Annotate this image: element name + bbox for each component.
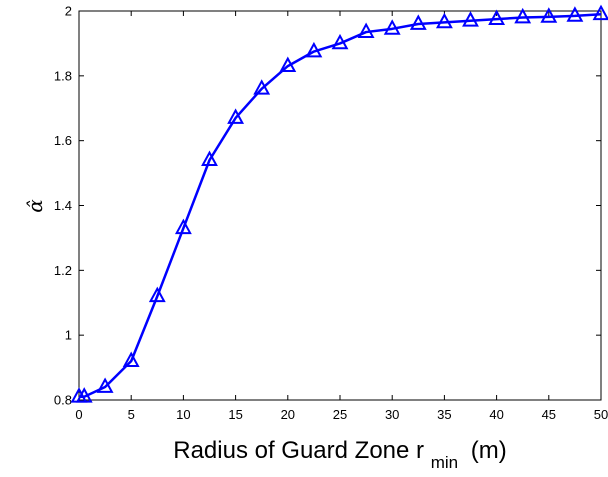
data-point-marker <box>566 6 584 22</box>
y-tick-label: 0.8 <box>54 393 72 408</box>
x-tick-label: 40 <box>489 407 503 422</box>
x-axis-label-subscript: min <box>431 453 458 472</box>
data-point-marker <box>148 286 166 303</box>
data-point-marker <box>96 377 114 393</box>
x-tick-label: 35 <box>437 407 451 422</box>
data-point-marker <box>122 351 140 367</box>
data-point-marker <box>435 12 453 29</box>
y-tick-label: 1 <box>65 328 72 343</box>
y-axis-label: α̂ <box>23 199 47 213</box>
data-point-marker <box>409 14 427 30</box>
x-axis-ticks: 0 5 10 15 20 25 30 35 40 45 50 <box>75 11 608 422</box>
y-tick-label: 1.2 <box>54 263 72 278</box>
x-axis-label-main: Radius of Guard Zone r <box>173 437 424 464</box>
data-point-marker <box>75 387 93 403</box>
data-point-marker <box>227 108 245 124</box>
y-tick-label: 2 <box>65 4 72 19</box>
data-point-marker <box>201 150 218 166</box>
data-point-marker <box>357 22 375 38</box>
y-axis-ticks: 0.8 1 1.2 1.4 1.6 1.8 2 <box>54 4 601 408</box>
series-line <box>79 12 602 399</box>
data-point-marker <box>383 19 401 35</box>
x-tick-label: 25 <box>333 407 347 422</box>
data-point-marker <box>331 33 349 50</box>
y-tick-label: 1.4 <box>54 198 72 213</box>
data-point-marker <box>488 9 506 25</box>
x-tick-label: 45 <box>542 407 556 422</box>
x-tick-label: 20 <box>281 407 295 422</box>
x-axis-label: Radius of Guard Zone r min (m) <box>173 437 507 474</box>
data-point-marker <box>174 218 192 235</box>
x-tick-label: 50 <box>594 407 608 422</box>
data-point-marker <box>253 79 271 95</box>
x-tick-label: 10 <box>176 407 190 422</box>
x-axis-label-unit: (m) <box>471 437 507 464</box>
data-point-marker <box>514 7 532 24</box>
x-tick-label: 30 <box>385 407 399 422</box>
data-point-marker <box>279 56 297 72</box>
x-tick-label: 0 <box>75 407 82 422</box>
y-tick-label: 1.8 <box>54 68 72 83</box>
data-point-marker <box>305 41 323 58</box>
data-point-marker <box>462 11 479 27</box>
x-tick-label: 15 <box>228 407 242 422</box>
x-tick-label: 5 <box>128 407 135 422</box>
data-point-marker <box>592 4 608 21</box>
plot-frame <box>78 10 602 401</box>
series-layer <box>70 4 608 403</box>
plot-area <box>78 10 602 401</box>
y-tick-label: 1.6 <box>54 133 72 148</box>
data-point-marker <box>540 7 558 23</box>
